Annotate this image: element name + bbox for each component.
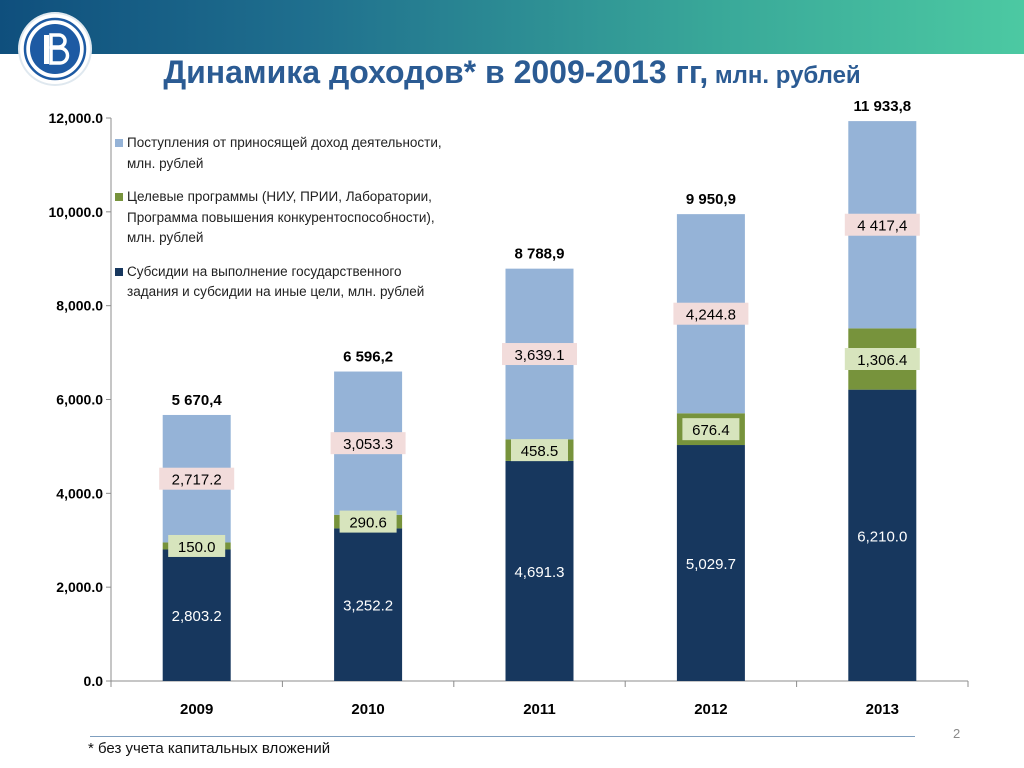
header-band xyxy=(0,0,1024,54)
legend-label-subsidies: Субсидии на выполнение государственного … xyxy=(127,263,425,300)
legend-swatch-subsidies xyxy=(115,267,123,276)
bar-segment-1-2010 xyxy=(334,528,403,681)
x-tick-label-2011: 2011 xyxy=(523,701,556,718)
y-tick-label: 8,000.0 xyxy=(56,298,103,314)
data-label-box-2-2011 xyxy=(511,439,568,462)
y-tick-label: 0.0 xyxy=(84,673,104,689)
x-tick-label-2009: 2009 xyxy=(180,701,213,718)
y-tick-label: 4,000.0 xyxy=(56,485,103,501)
total-label-2010: 6 596,2 xyxy=(343,349,393,366)
data-label-2-2012: 676.4 xyxy=(692,422,730,439)
page-title: Динамика доходов* в 2009-2013 гг, млн. р… xyxy=(0,54,1024,91)
x-tick-label-2012: 2012 xyxy=(694,701,727,718)
bar-segment-1-2012 xyxy=(676,445,745,681)
data-label-1-2012: 5,029.7 xyxy=(686,556,736,573)
income-stacked-bar-chart: 0.0 2,000.0 4,000.0 6,000.0 8,000.0 10,000.0 1… xyxy=(49,100,969,718)
data-label-box-3-2011 xyxy=(502,343,577,366)
legend-item-programs: Целевые программы (НИУ, ПРИИ, Лаборатори… xyxy=(115,187,445,249)
data-label-3-2012: 4,244.8 xyxy=(686,307,736,324)
data-label-3-2013: 4 417,4 xyxy=(857,218,907,235)
data-label-box-3-2009 xyxy=(159,467,235,490)
x-tick-label-2010: 2010 xyxy=(351,701,384,718)
y-tick-label: 6,000.0 xyxy=(56,392,103,408)
data-label-box-3-2012 xyxy=(673,302,749,325)
data-label-box-2-2009 xyxy=(168,534,226,557)
y-tick-label: 10,000.0 xyxy=(49,204,104,220)
data-label-box-3-2010 xyxy=(330,432,406,455)
data-label-box-2-2013 xyxy=(844,348,920,371)
data-label-1-2010: 3,252.2 xyxy=(343,598,393,615)
bar-segment-1-2013 xyxy=(848,389,917,681)
legend-item-subsidies: Субсидии на выполнение государственного … xyxy=(115,262,445,303)
data-label-2-2009: 150.0 xyxy=(178,539,216,556)
bar-segment-1-2009 xyxy=(162,549,231,681)
data-label-box-3-2013 xyxy=(844,213,920,236)
data-label-2-2010: 290.6 xyxy=(349,515,387,532)
bar-segment-1-2011 xyxy=(505,460,574,681)
title-unit: млн. рублей xyxy=(708,62,861,89)
y-tick-label: 2,000.0 xyxy=(56,579,103,595)
data-label-3-2009: 2,717.2 xyxy=(172,472,222,489)
data-label-2-2011: 458.5 xyxy=(521,443,559,460)
legend-label-income: Поступления от приносящей доход деятельн… xyxy=(127,135,442,171)
data-label-3-2011: 3,639.1 xyxy=(514,347,564,364)
footnote-divider xyxy=(90,736,915,737)
title-main: Динамика доходов* в 2009-2013 гг, xyxy=(163,54,709,90)
data-label-box-2-2010 xyxy=(339,510,397,533)
y-tick-label: 12,000.0 xyxy=(49,110,104,126)
legend-item-income: Поступления от приносящей доход деятельн… xyxy=(115,133,445,174)
total-label-2011: 8 788,9 xyxy=(514,246,564,263)
data-label-3-2010: 3,053.3 xyxy=(343,436,393,453)
data-label-1-2011: 4,691.3 xyxy=(514,564,564,581)
legend-swatch-income xyxy=(115,139,123,147)
hse-logo xyxy=(20,14,90,84)
chart-legend: Поступления от приносящей доход деятельн… xyxy=(115,133,445,316)
data-label-2-2013: 1,306.4 xyxy=(857,352,907,369)
legend-label-programs: Целевые программы (НИУ, ПРИИ, Лаборатори… xyxy=(127,189,435,245)
page-number: 2 xyxy=(953,726,961,741)
total-label-2012: 9 950,9 xyxy=(686,191,736,208)
footnote: * без учета капитальных вложений xyxy=(88,740,331,757)
total-label-2013: 11 933,8 xyxy=(854,100,912,115)
data-label-1-2009: 2,803.2 xyxy=(172,608,222,625)
hse-logo-emblem xyxy=(23,17,87,81)
data-label-1-2013: 6,210.0 xyxy=(857,528,907,545)
total-label-2009: 5 670,4 xyxy=(172,392,223,409)
data-label-box-2-2012 xyxy=(682,418,740,441)
x-tick-label-2013: 2013 xyxy=(866,701,899,718)
legend-swatch-programs xyxy=(115,193,123,201)
